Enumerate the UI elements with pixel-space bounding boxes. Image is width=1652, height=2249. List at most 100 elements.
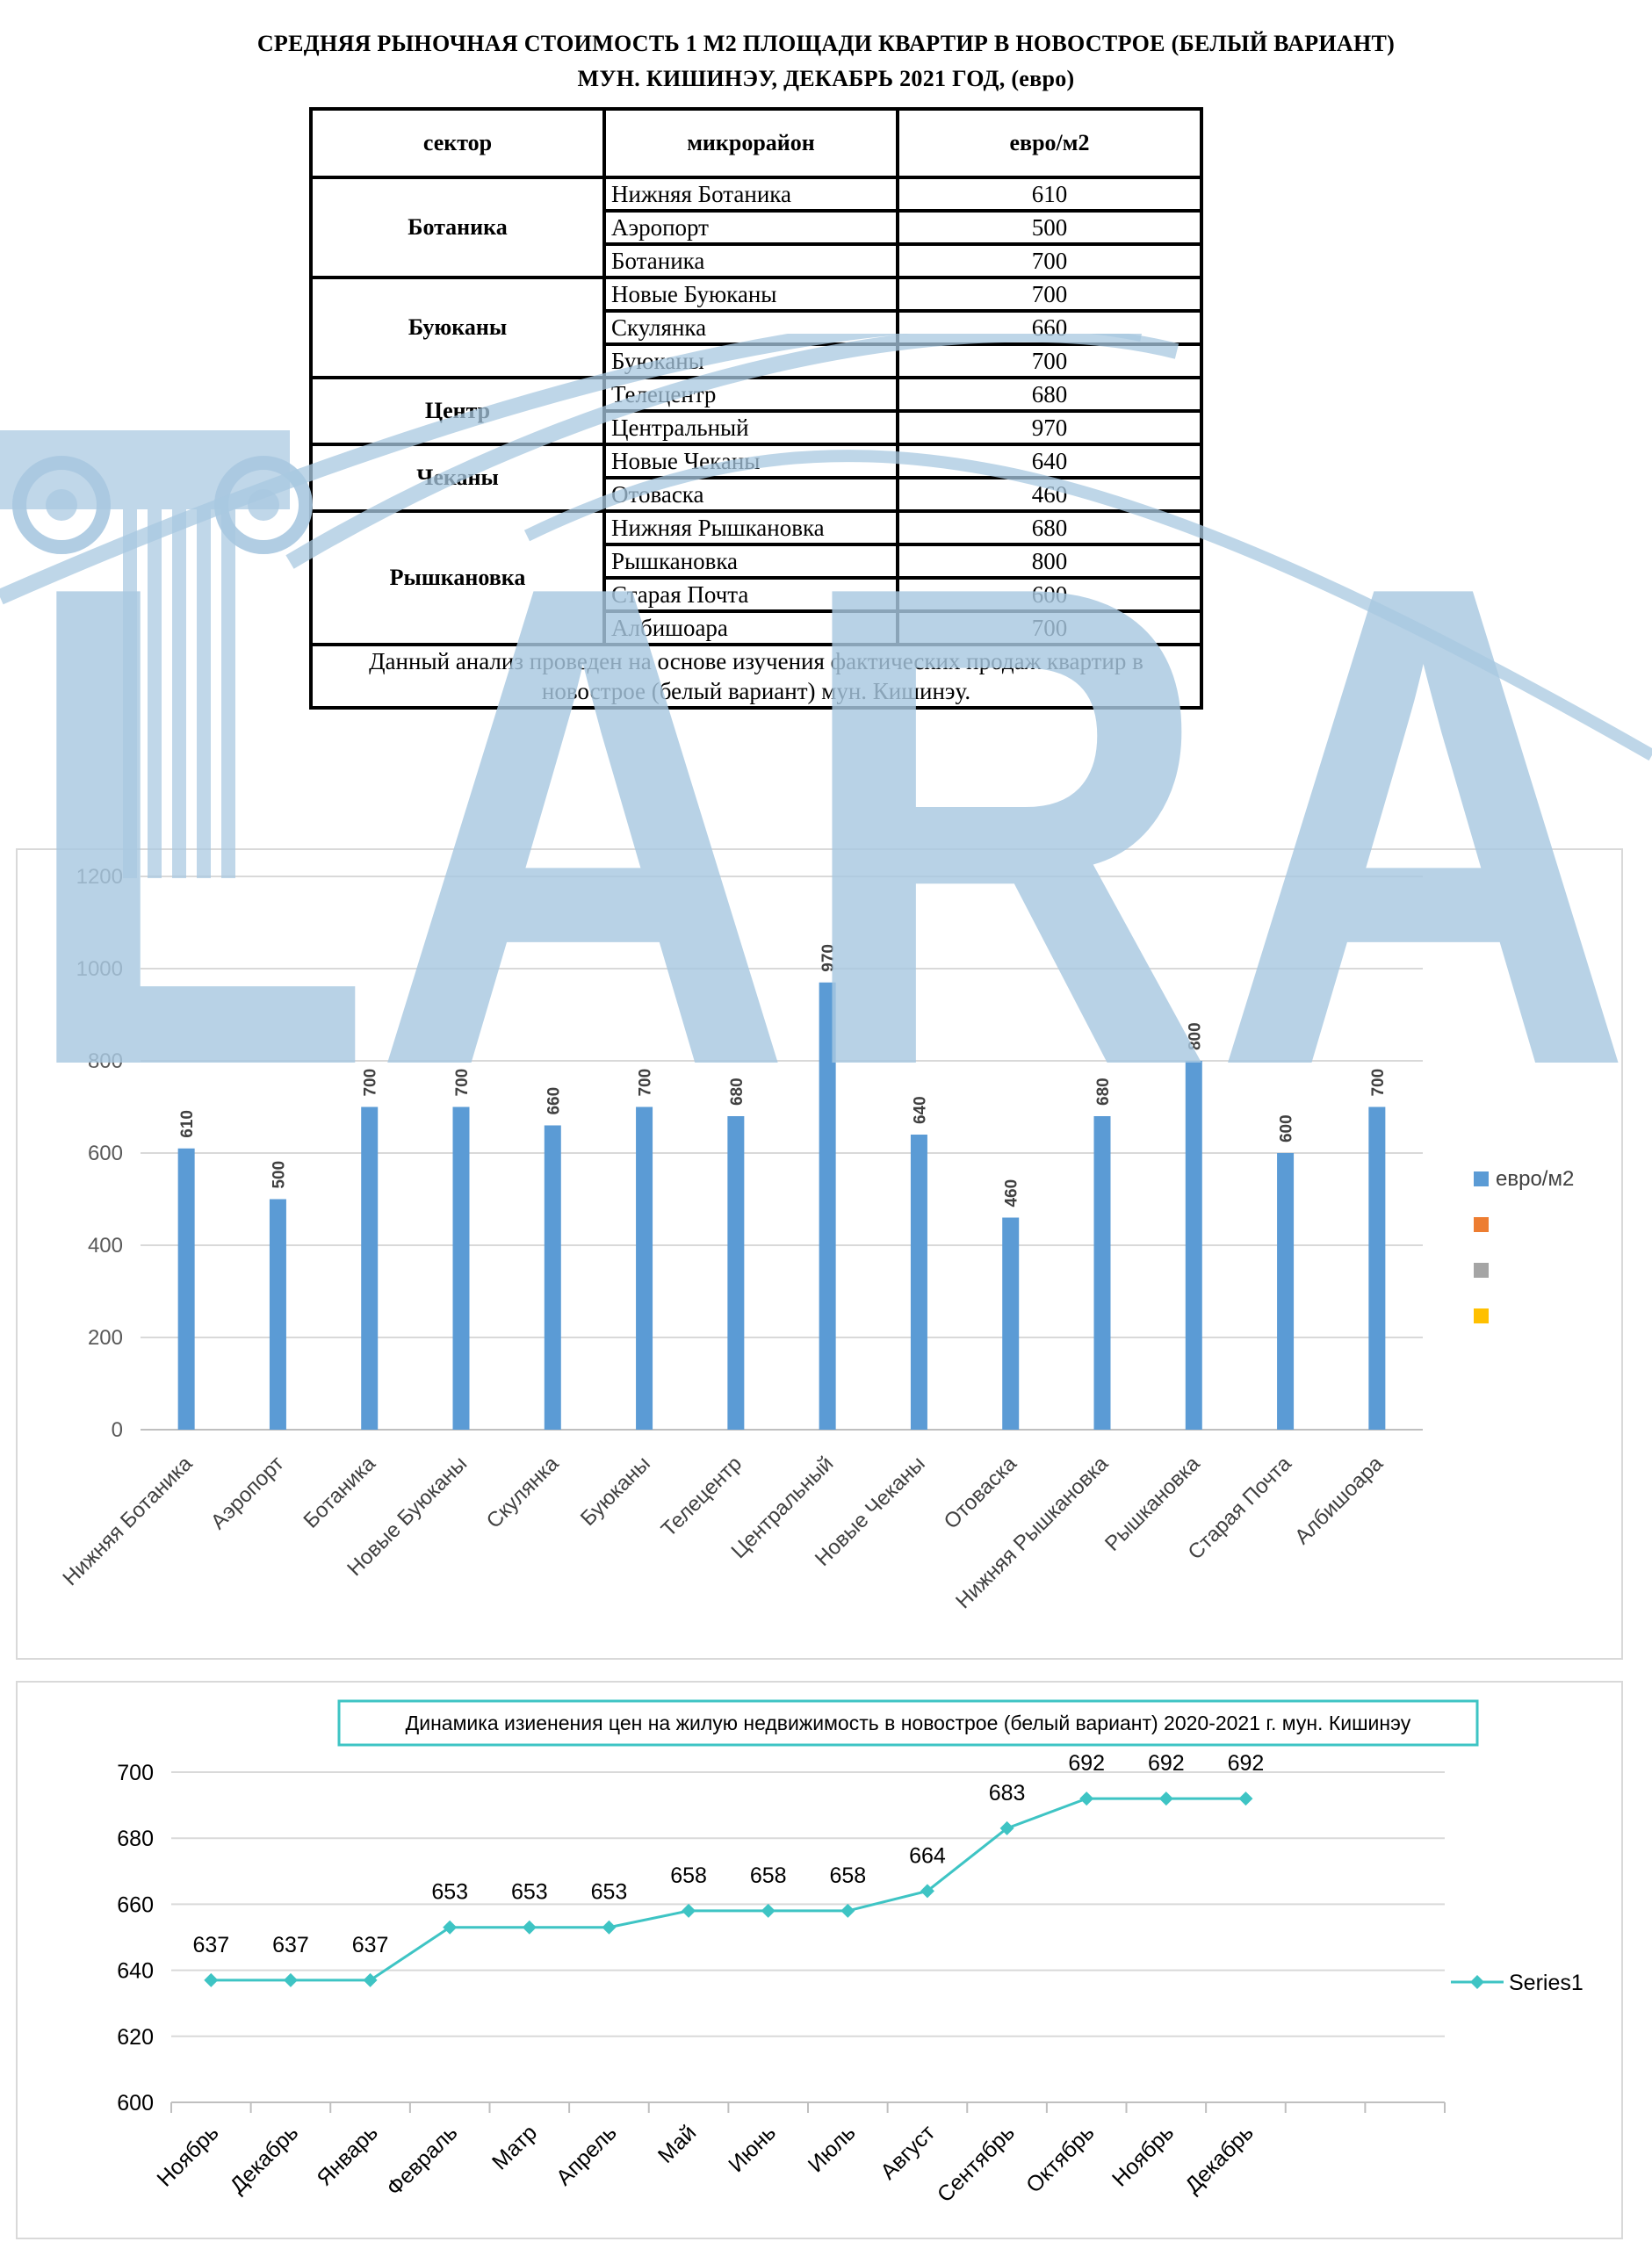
header-sector: сектор — [309, 107, 606, 179]
price-cell: 460 — [896, 476, 1203, 513]
price-cell: 700 — [896, 342, 1203, 379]
x-tick-label: Аэропорт — [206, 1452, 289, 1534]
data-point — [1158, 1791, 1173, 1806]
bar — [1277, 1153, 1295, 1430]
district-cell: Отоваска — [602, 476, 899, 513]
district-cell: Телецентр — [602, 376, 899, 413]
legend-label: евро/м2 — [1496, 1167, 1574, 1191]
x-tick-label: Матр — [487, 2120, 542, 2174]
district-cell: Ботаника — [602, 242, 899, 279]
price-cell: 640 — [896, 443, 1203, 479]
bar — [269, 1199, 286, 1430]
bar-chart: 0 200 400 600 800 1000 1200 610 Нижняя Ботаника 5… — [58, 865, 1574, 1614]
data-point — [999, 1820, 1014, 1835]
sector-cell: Рышкановка — [309, 509, 606, 646]
y-tick-label: 600 — [117, 2091, 154, 2116]
x-tick-label: Июль — [804, 2120, 861, 2177]
sector-cell: Буюканы — [309, 276, 606, 379]
legend-marker — [1470, 1975, 1484, 1989]
x-tick-label: Нижняя Рышкановка — [951, 1452, 1114, 1614]
y-tick-label: 660 — [117, 1892, 154, 1917]
data-label: 637 — [192, 1933, 229, 1957]
table-row: Аэропорт 500 — [311, 209, 1203, 246]
district-cell: Буюканы — [602, 342, 899, 379]
data-point — [522, 1920, 537, 1935]
y-tick-label: 1000 — [76, 957, 123, 981]
data-label: 680 — [728, 1078, 747, 1106]
bar — [361, 1106, 379, 1430]
price-cell: 700 — [896, 276, 1203, 313]
title-line-1: СРЕДНЯЯ РЫНОЧНАЯ СТОИМОСТЬ 1 М2 ПЛОЩАДИ … — [256, 31, 1396, 56]
x-tick-label: Албишоара — [1290, 1452, 1388, 1549]
data-point — [283, 1972, 298, 1987]
district-cell: Центральный — [602, 409, 899, 446]
price-table-container: сектор микрорайон евро/м2 Ботаника Нижняя… — [309, 107, 1203, 710]
title-line-2: МУН. КИШИНЭУ, ДЕКАБРЬ 2021 ГОД, (евро) — [577, 66, 1075, 91]
data-label: 692 — [1148, 1751, 1185, 1776]
price-cell: 610 — [896, 176, 1203, 213]
legend-marker — [1474, 1263, 1489, 1278]
price-cell: 800 — [896, 543, 1203, 580]
data-label: 692 — [1068, 1751, 1105, 1776]
data-label: 637 — [272, 1933, 309, 1957]
table-row: Центр Телецентр 680 — [309, 376, 1203, 446]
x-tick-label: Телецентр — [657, 1452, 747, 1541]
data-label: 658 — [670, 1863, 707, 1888]
bar — [727, 1116, 745, 1430]
district-cell: Нижняя Ботаника — [602, 176, 899, 213]
data-point — [682, 1903, 696, 1918]
header-district: микрорайон — [602, 107, 899, 179]
data-label: 658 — [829, 1863, 866, 1888]
table-row: Рышкановка Нижняя Рышкановка 680 — [309, 509, 1203, 646]
x-tick-label: Январь — [312, 2120, 382, 2190]
x-tick-label: Ботаника — [299, 1452, 381, 1533]
y-tick-label: 640 — [117, 1959, 154, 1984]
data-label: 637 — [352, 1933, 389, 1957]
bar — [1002, 1217, 1020, 1430]
price-cell: 680 — [896, 376, 1203, 413]
data-label: 700 — [362, 1069, 380, 1097]
district-cell: Новые Буюканы — [602, 276, 899, 313]
bar — [1185, 1061, 1202, 1430]
bar — [177, 1148, 195, 1430]
price-cell: 660 — [896, 309, 1203, 346]
price-cell: 500 — [896, 209, 1203, 246]
line-chart-panel: Динамика изиенения цен на жилую недвижим… — [16, 1681, 1623, 2239]
data-point — [1238, 1791, 1253, 1806]
data-point — [920, 1884, 934, 1899]
sector-cell: Центр — [309, 376, 606, 446]
column-icon — [0, 430, 313, 878]
y-tick-label: 0 — [112, 1418, 123, 1442]
y-tick-label: 1200 — [76, 865, 123, 889]
data-label: 692 — [1228, 1751, 1265, 1776]
data-point — [602, 1920, 617, 1935]
y-tick-label: 600 — [88, 1142, 123, 1165]
district-cell: Албишоара — [602, 609, 899, 646]
data-label: 970 — [819, 944, 838, 972]
sector-cell: Ботаника — [309, 176, 606, 279]
x-tick-label: Сентябрь — [933, 2120, 1020, 2207]
data-label: 640 — [911, 1096, 929, 1124]
district-cell: Нижняя Рышкановка — [602, 509, 899, 546]
x-tick-label: Рышкановка — [1100, 1452, 1205, 1556]
y-tick-label: 620 — [117, 2025, 154, 2050]
y-tick-label: 200 — [88, 1326, 123, 1350]
bar — [1093, 1116, 1111, 1430]
note-row: Данный анализ проведен на основе изучени… — [309, 643, 1203, 710]
bar-chart-panel: 0 200 400 600 800 1000 1200 610 Нижняя Ботаника 5… — [16, 848, 1623, 1660]
x-tick-label: Декабрь — [225, 2120, 303, 2198]
data-label: 460 — [1003, 1179, 1021, 1207]
data-point — [840, 1903, 855, 1918]
y-tick-label: 800 — [88, 1049, 123, 1073]
bar — [910, 1135, 927, 1430]
y-tick-label: 680 — [117, 1827, 154, 1851]
data-point — [761, 1903, 776, 1918]
header-price: евро/м2 — [896, 107, 1203, 179]
table-row: Ботаника 700 — [311, 242, 1203, 279]
price-cell: 600 — [896, 576, 1203, 613]
bar — [1368, 1106, 1386, 1430]
data-point — [1079, 1791, 1094, 1806]
x-tick-label: Ноябрь — [1107, 2120, 1179, 2191]
price-cell: 970 — [896, 409, 1203, 446]
data-label: 610 — [178, 1110, 197, 1138]
